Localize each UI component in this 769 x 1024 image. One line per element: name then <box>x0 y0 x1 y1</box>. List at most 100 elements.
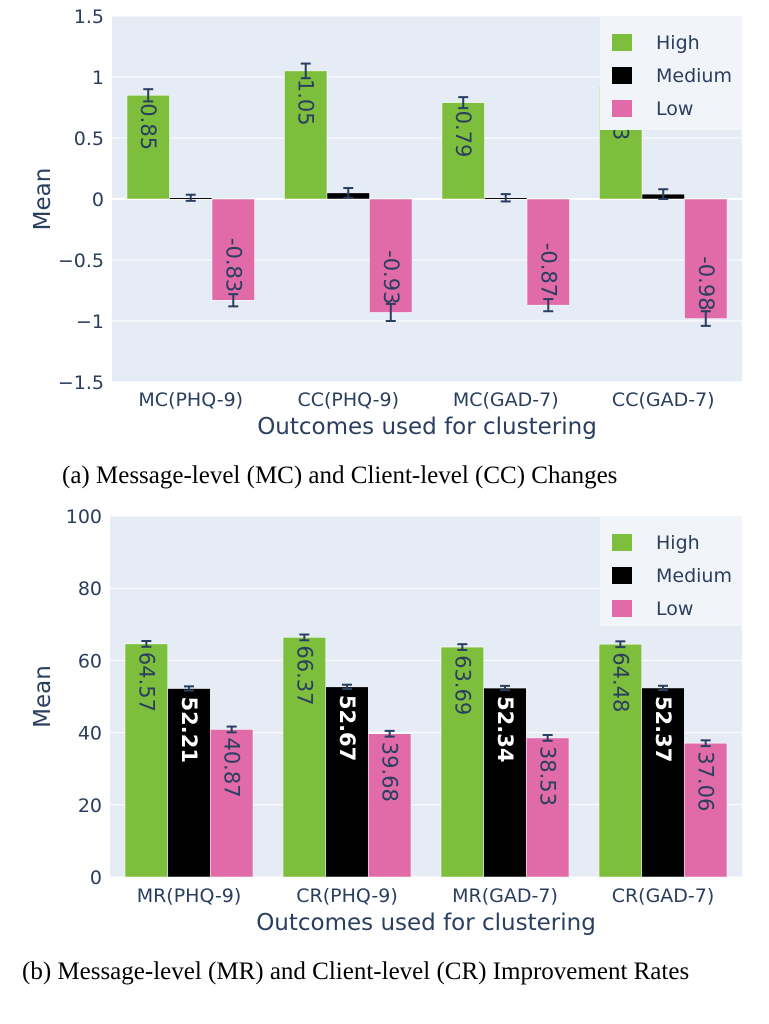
error-bar <box>300 62 311 80</box>
y-tick-label: 20 <box>78 795 102 817</box>
data-label: 64.57 <box>134 652 158 712</box>
error-bar <box>342 683 352 691</box>
bar-high <box>440 646 484 878</box>
bar-low <box>526 198 570 306</box>
x-axis-title: Outcomes used for clustering <box>257 414 597 440</box>
x-tick-label: MC(PHQ-9) <box>138 389 243 411</box>
bar-high <box>124 643 168 878</box>
data-label: 52.37 <box>651 696 675 762</box>
bar-low <box>368 733 412 878</box>
caption-a: (a) Message-level (MC) and Client-level … <box>62 462 618 489</box>
error-bar <box>658 684 668 692</box>
bar-low <box>684 742 728 878</box>
data-label: 39.68 <box>378 742 402 802</box>
y-tick-label: −0.5 <box>58 250 104 272</box>
bar-high <box>441 102 485 200</box>
legend-swatch-low <box>612 600 632 617</box>
x-tick-label: CC(GAD-7) <box>612 389 715 411</box>
bar-low <box>369 198 413 313</box>
bar-medium <box>167 688 211 878</box>
bar-medium <box>483 687 527 878</box>
data-label: 66.37 <box>292 645 316 705</box>
y-tick-label: 1 <box>92 67 104 89</box>
legend-label-low: Low <box>656 98 693 120</box>
x-tick-label: MR(GAD-7) <box>452 885 558 907</box>
data-label: 52.34 <box>493 696 517 762</box>
legend-label-high: High <box>656 32 700 54</box>
error-bar <box>141 640 152 648</box>
error-bar <box>226 725 237 734</box>
legend: High Medium Low <box>600 516 742 626</box>
legend-swatch-medium <box>612 567 632 584</box>
error-bar <box>700 739 711 748</box>
error-bar <box>615 640 626 649</box>
error-bar <box>343 187 354 199</box>
data-label: 63.69 <box>450 655 474 715</box>
data-label: -0.87 <box>536 243 560 297</box>
y-axis-title: Mean <box>30 168 56 231</box>
bar-high <box>284 70 328 200</box>
data-label: 52.67 <box>335 695 359 761</box>
y-tick-label: 0 <box>92 189 104 211</box>
legend-swatch-high <box>612 34 632 51</box>
data-label: -0.83 <box>221 238 245 292</box>
chart-b: 100 80 60 40 20 0 64.57 52.21 40.87 MR(PHQ-9) 66.3… <box>30 506 742 936</box>
legend-swatch-high <box>612 534 632 551</box>
error-bar <box>458 96 469 110</box>
bar-medium <box>325 686 369 878</box>
y-tick-label: 0.5 <box>74 128 104 150</box>
bar-low <box>526 737 570 878</box>
error-bar <box>184 685 194 692</box>
y-tick-label: 60 <box>78 650 102 672</box>
error-bar <box>457 643 468 651</box>
bar-low <box>210 729 254 878</box>
x-tick-label: MR(PHQ-9) <box>137 885 242 907</box>
bar-high <box>282 637 326 878</box>
x-axis-title: Outcomes used for clustering <box>256 910 596 936</box>
y-tick-label: 100 <box>66 506 102 528</box>
error-bar <box>385 302 396 322</box>
chart-a: 1.5 1 0.5 0 −0.5 −1 −1.5 0.85 -0.83 MC(PHQ-9) 1.05… <box>30 6 742 440</box>
data-label: 52.21 <box>177 697 201 763</box>
data-label: 37.06 <box>694 751 718 811</box>
error-bar <box>185 193 196 202</box>
error-bar <box>542 734 553 742</box>
error-bar <box>384 729 395 738</box>
y-tick-label: −1.5 <box>58 372 104 394</box>
bar-high <box>598 643 642 878</box>
x-tick-label: CR(GAD-7) <box>612 885 715 907</box>
error-bar <box>500 193 511 203</box>
legend-label-medium: Medium <box>656 565 732 587</box>
y-tick-label: 40 <box>78 723 102 745</box>
error-bar <box>543 298 554 313</box>
x-tick-label: MC(GAD-7) <box>453 389 559 411</box>
x-tick-label: CC(PHQ-9) <box>297 389 399 411</box>
y-tick-label: −1 <box>76 311 104 333</box>
data-label: 40.87 <box>220 737 244 797</box>
legend-swatch-low <box>612 100 632 117</box>
error-bar <box>143 88 154 103</box>
error-bar <box>299 633 310 642</box>
x-tick-label: CR(PHQ-9) <box>296 885 397 907</box>
error-bar <box>658 188 669 200</box>
y-axis-title: Mean <box>30 665 56 728</box>
data-label: -0.93 <box>379 250 403 304</box>
error-bar <box>228 293 239 308</box>
error-bar <box>500 684 510 692</box>
bar-low <box>684 198 728 319</box>
legend-label-low: Low <box>656 598 693 620</box>
legend-label-high: High <box>656 532 700 554</box>
data-label: 38.53 <box>536 746 560 806</box>
legend-label-medium: Medium <box>656 65 732 87</box>
error-bar <box>700 310 711 327</box>
y-tick-label: 0 <box>90 867 102 889</box>
y-tick-label: 80 <box>78 578 102 600</box>
legend-swatch-medium <box>612 67 632 84</box>
data-label: 64.48 <box>608 652 632 712</box>
data-label: -0.98 <box>694 256 718 310</box>
data-label: 1.05 <box>294 79 318 126</box>
y-tick-label: 1.5 <box>74 6 104 28</box>
caption-b: (b) Message-level (MR) and Client-level … <box>22 958 690 985</box>
data-label: 0.85 <box>136 103 160 150</box>
